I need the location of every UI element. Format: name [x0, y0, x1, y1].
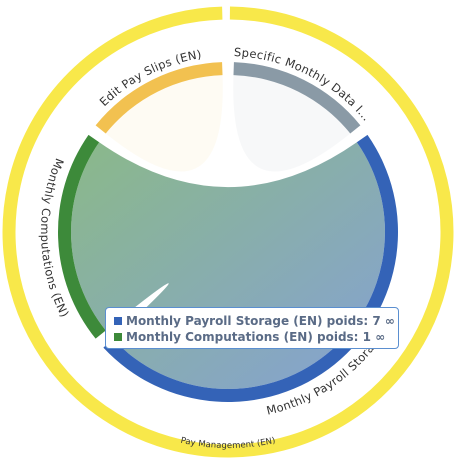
- tooltip-weight-label: poids:: [326, 314, 369, 328]
- node-arc: [95, 62, 223, 134]
- node-arc: [57, 134, 106, 339]
- tooltip: Monthly Payroll Storage (EN) poids: 7 ∞ M…: [105, 307, 399, 349]
- tooltip-row: Monthly Computations (EN) poids: 1 ∞: [114, 329, 390, 345]
- tooltip-marker: [114, 317, 122, 325]
- tooltip-row: Monthly Payroll Storage (EN) poids: 7 ∞: [114, 313, 395, 329]
- node-arc: [233, 62, 361, 134]
- node-arc: [103, 134, 399, 403]
- group-label: Pay Management (EN): [180, 436, 277, 451]
- tooltip-name: Monthly Payroll Storage (EN): [126, 314, 323, 328]
- tooltip-name: Monthly Computations (EN): [126, 330, 313, 344]
- tooltip-weight-label: poids:: [317, 330, 359, 344]
- self-chord: [233, 75, 351, 172]
- tooltip-value: 1 ∞: [362, 330, 386, 344]
- tooltip-marker: [114, 333, 122, 341]
- self-chord: [105, 75, 223, 172]
- group-ring: [2, 6, 454, 458]
- group-label-text: Pay Management (EN): [180, 436, 277, 451]
- tooltip-value: 7 ∞: [372, 314, 395, 328]
